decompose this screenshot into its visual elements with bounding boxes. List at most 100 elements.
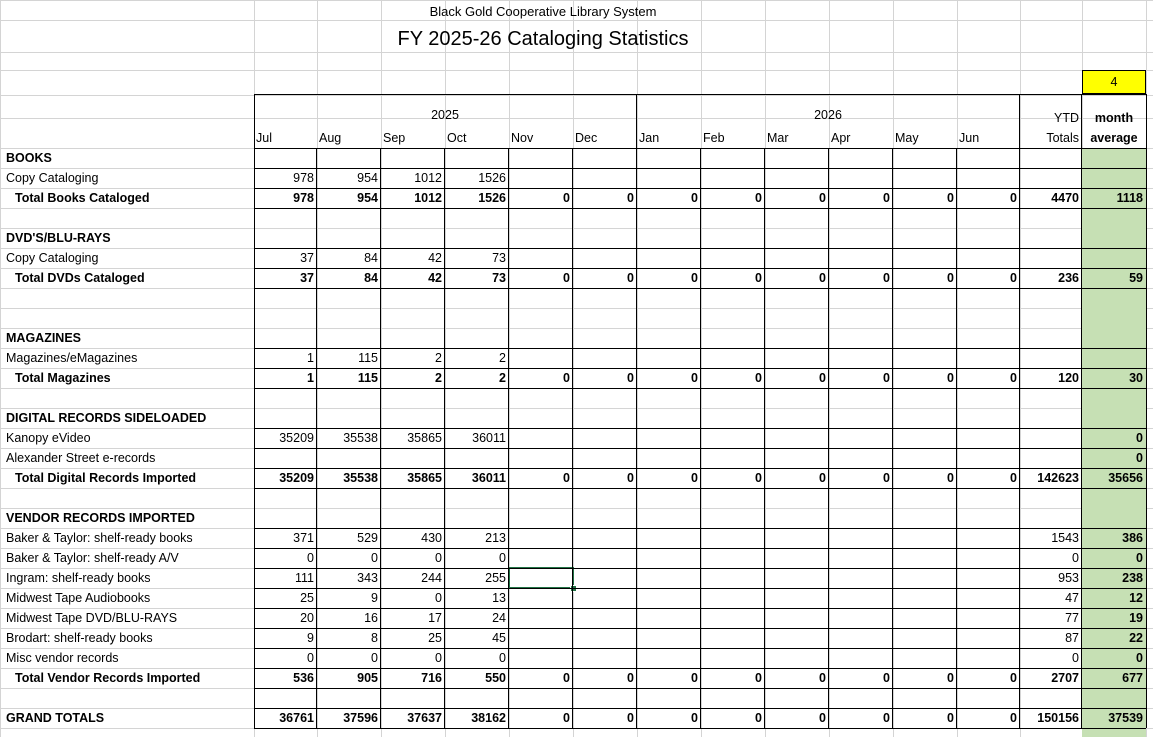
value-cell-jan[interactable]: 0	[691, 671, 698, 685]
value-cell-jul[interactable]: 978	[293, 171, 314, 185]
value-cell-feb[interactable]: 0	[755, 711, 762, 725]
value-cell-may[interactable]: 0	[947, 471, 954, 485]
month-average-cell[interactable]: 386	[1122, 531, 1143, 545]
value-cell-aug[interactable]: 954	[357, 191, 378, 205]
value-cell-oct[interactable]: 73	[492, 271, 506, 285]
value-cell-oct[interactable]: 0	[499, 551, 506, 565]
row-label[interactable]: DVD'S/BLU-RAYS	[6, 231, 111, 245]
value-cell-apr[interactable]: 0	[883, 471, 890, 485]
ytd-total-cell[interactable]: 0	[1072, 651, 1079, 665]
value-cell-jun[interactable]: 0	[1010, 371, 1017, 385]
value-cell-jun[interactable]: 0	[1010, 711, 1017, 725]
value-cell-oct[interactable]: 36011	[471, 471, 506, 485]
row-label[interactable]	[6, 388, 252, 408]
month-average-cell[interactable]: 12	[1129, 591, 1143, 605]
value-cell-nov[interactable]: 0	[563, 471, 570, 485]
value-cell-jul[interactable]: 36761	[279, 711, 314, 725]
value-cell-jul[interactable]: 111	[294, 571, 314, 585]
row-label[interactable]: Baker & Taylor: shelf-ready A/V	[6, 551, 179, 565]
month-average-cell[interactable]: 35656	[1108, 471, 1143, 485]
value-cell-oct[interactable]: 213	[485, 531, 506, 545]
value-cell-aug[interactable]: 0	[371, 551, 378, 565]
value-cell-jun[interactable]: 0	[1010, 671, 1017, 685]
value-cell-jul[interactable]: 25	[300, 591, 314, 605]
avg-header-bottom[interactable]: average	[1090, 131, 1138, 145]
ytd-header-top[interactable]: YTD	[1054, 111, 1079, 125]
month-average-cell[interactable]: 0	[1136, 451, 1143, 465]
row-label[interactable]: Ingram: shelf-ready books	[6, 571, 151, 585]
value-cell-apr[interactable]: 0	[883, 271, 890, 285]
value-cell-aug[interactable]: 115	[357, 371, 378, 385]
value-cell-nov[interactable]: 0	[563, 671, 570, 685]
value-cell-sep[interactable]: 35865	[407, 471, 442, 485]
row-label[interactable]: Kanopy eVideo	[6, 431, 91, 445]
year-2026-header[interactable]: 2026	[814, 108, 842, 122]
ytd-total-cell[interactable]: 120	[1058, 371, 1079, 385]
value-cell-dec[interactable]: 0	[627, 371, 634, 385]
value-cell-mar[interactable]: 0	[819, 711, 826, 725]
value-cell-oct[interactable]: 13	[492, 591, 506, 605]
value-cell-jul[interactable]: 0	[307, 651, 314, 665]
month-header-dec[interactable]: Dec	[575, 131, 598, 145]
value-cell-apr[interactable]: 0	[883, 371, 890, 385]
value-cell-oct[interactable]: 255	[485, 571, 506, 585]
month-count-cell[interactable]: 4	[1082, 70, 1146, 94]
value-cell-nov[interactable]: 0	[563, 371, 570, 385]
value-cell-apr[interactable]: 0	[883, 191, 890, 205]
value-cell-oct[interactable]: 2	[499, 371, 506, 385]
month-average-cell[interactable]: 677	[1122, 671, 1143, 685]
value-cell-aug[interactable]: 0	[371, 651, 378, 665]
value-cell-aug[interactable]: 343	[357, 571, 378, 585]
value-cell-jul[interactable]: 20	[300, 611, 314, 625]
row-label[interactable]: MAGAZINES	[6, 331, 81, 345]
value-cell-nov[interactable]: 0	[563, 191, 570, 205]
value-cell-sep[interactable]: 2	[435, 351, 442, 365]
value-cell-aug[interactable]: 905	[357, 671, 378, 685]
row-label[interactable]: Total Magazines	[15, 371, 111, 385]
value-cell-aug[interactable]: 115	[358, 351, 378, 365]
row-label[interactable]: Baker & Taylor: shelf-ready books	[6, 531, 193, 545]
sheet-title[interactable]: FY 2025-26 Cataloging Statistics	[397, 28, 689, 50]
row-label[interactable]	[6, 688, 252, 708]
row-label[interactable]: Midwest Tape Audiobooks	[6, 591, 151, 605]
row-label[interactable]: Alexander Street e-records	[6, 451, 156, 465]
month-header-jun[interactable]: Jun	[959, 131, 980, 145]
month-average-cell[interactable]: 0	[1136, 651, 1143, 665]
year-2025-header[interactable]: 2025	[431, 108, 459, 122]
row-label[interactable]	[6, 488, 252, 508]
value-cell-sep[interactable]: 244	[421, 571, 442, 585]
value-cell-jun[interactable]: 0	[1010, 471, 1017, 485]
month-header-aug[interactable]: Aug	[319, 131, 342, 145]
month-average-cell[interactable]: 19	[1129, 611, 1143, 625]
value-cell-dec[interactable]: 0	[627, 271, 634, 285]
value-cell-feb[interactable]: 0	[755, 271, 762, 285]
value-cell-oct[interactable]: 550	[485, 671, 506, 685]
row-label[interactable]: Total Digital Records Imported	[15, 471, 197, 485]
value-cell-dec[interactable]: 0	[627, 191, 634, 205]
value-cell-sep[interactable]: 35865	[407, 431, 442, 445]
value-cell-jan[interactable]: 0	[691, 371, 698, 385]
month-average-cell[interactable]: 22	[1129, 631, 1143, 645]
value-cell-sep[interactable]: 430	[421, 531, 442, 545]
value-cell-sep[interactable]: 17	[428, 611, 442, 625]
value-cell-jul[interactable]: 0	[307, 551, 314, 565]
month-average-cell[interactable]: 59	[1129, 271, 1143, 285]
value-cell-jun[interactable]: 0	[1010, 271, 1017, 285]
value-cell-aug[interactable]: 84	[364, 251, 378, 265]
value-cell-may[interactable]: 0	[947, 371, 954, 385]
row-label[interactable]: Magazines/eMagazines	[6, 351, 138, 365]
value-cell-aug[interactable]: 35538	[343, 471, 378, 485]
value-cell-dec[interactable]: 0	[627, 471, 634, 485]
ytd-total-cell[interactable]: 2707	[1051, 671, 1079, 685]
value-cell-oct[interactable]: 2	[499, 351, 506, 365]
value-cell-jul[interactable]: 536	[293, 671, 314, 685]
value-cell-sep[interactable]: 42	[428, 251, 442, 265]
row-label[interactable]: Total Vendor Records Imported	[15, 671, 201, 685]
value-cell-sep[interactable]: 1012	[414, 171, 442, 185]
value-cell-oct[interactable]: 45	[492, 631, 506, 645]
value-cell-oct[interactable]: 36011	[472, 431, 506, 445]
value-cell-jan[interactable]: 0	[691, 471, 698, 485]
value-cell-mar[interactable]: 0	[819, 471, 826, 485]
row-label[interactable]: VENDOR RECORDS IMPORTED	[6, 511, 195, 525]
